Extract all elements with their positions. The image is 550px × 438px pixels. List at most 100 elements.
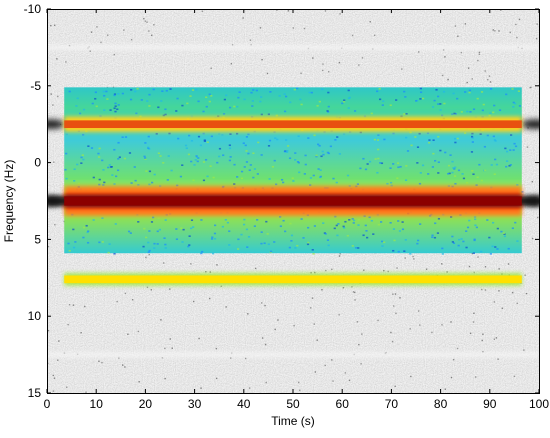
edge-artifact (521, 119, 539, 130)
overlay-speckle (426, 132, 430, 135)
speckle (482, 333, 484, 335)
overlay-speckle (336, 136, 339, 138)
overlay-speckle (146, 100, 149, 102)
overlay-speckle (378, 88, 381, 90)
speckle (249, 39, 252, 41)
overlay-speckle (312, 252, 315, 255)
overlay-speckle (113, 94, 116, 97)
overlay-speckle (418, 182, 422, 185)
overlay-speckle (252, 89, 255, 91)
speckle (482, 350, 484, 353)
speckle (394, 385, 396, 388)
overlay-speckle (275, 114, 278, 117)
overlay-speckle (256, 219, 259, 221)
speckle (310, 272, 312, 274)
overlay-speckle (222, 154, 225, 157)
overlay-speckle (386, 182, 389, 185)
speckle (338, 314, 340, 316)
overlay-speckle (260, 96, 263, 98)
overlay-speckle (76, 163, 79, 166)
speckle (85, 391, 87, 393)
speckle (52, 390, 55, 392)
overlay-speckle (240, 170, 244, 173)
speckle (130, 38, 133, 41)
overlay-speckle (283, 110, 287, 113)
overlay-speckle (250, 91, 253, 94)
overlay-speckle (279, 216, 282, 218)
overlay-speckle (152, 88, 155, 91)
y-tick-label: -5 (30, 79, 41, 93)
overlay-speckle (121, 92, 124, 95)
overlay-speckle (64, 168, 67, 171)
overlay-speckle (447, 172, 450, 175)
overlay-speckle (434, 222, 437, 225)
overlay-speckle (147, 251, 150, 253)
x-tick-label: 40 (237, 397, 251, 411)
overlay-speckle (98, 178, 101, 181)
overlay-speckle (240, 233, 243, 236)
speckle (515, 23, 517, 26)
overlay-speckle (164, 219, 167, 221)
overlay-speckle (218, 133, 221, 135)
y-axis: -10 -5 0 5 10 15 (24, 2, 539, 400)
edge-artifact (47, 119, 65, 130)
speckle (399, 297, 401, 299)
speckle (200, 387, 202, 389)
speckle (216, 264, 218, 266)
speckle (481, 339, 483, 342)
overlay-speckle (334, 139, 337, 141)
overlay-speckle (468, 91, 471, 94)
overlay-speckle (91, 102, 94, 105)
speckle (391, 340, 394, 343)
overlay-speckle (103, 181, 106, 184)
overlay-speckle (147, 135, 150, 138)
speckle (161, 357, 164, 359)
speckle (300, 72, 302, 74)
overlay-speckle (433, 99, 436, 102)
overlay-speckle (431, 236, 434, 239)
speckle (316, 339, 318, 341)
overlay-speckle (451, 171, 454, 174)
overlay-speckle (133, 166, 136, 168)
overlay-speckle (196, 160, 199, 163)
overlay-speckle (113, 107, 116, 110)
speckle (467, 67, 470, 69)
overlay-speckle (489, 253, 492, 255)
overlay-speckle (447, 185, 451, 187)
speckle (54, 224, 56, 226)
speckle (363, 269, 365, 271)
overlay-speckle (309, 177, 313, 179)
overlay-speckle (164, 247, 167, 249)
overlay-speckle (338, 153, 342, 155)
overlay-speckle (190, 139, 194, 142)
overlay-speckle (348, 131, 352, 133)
speckle (127, 333, 129, 336)
speckle (190, 263, 192, 265)
overlay-speckle (439, 103, 442, 105)
overlay-speckle (407, 184, 411, 187)
overlay-speckle (479, 133, 482, 135)
overlay-speckle (376, 171, 379, 174)
speckle (536, 23, 538, 25)
overlay-speckle (498, 109, 502, 112)
overlay-speckle (324, 233, 327, 235)
overlay-speckle (213, 237, 217, 240)
speckle (493, 301, 496, 303)
speckle (205, 271, 207, 273)
overlay-speckle (465, 246, 468, 249)
overlay-speckle (351, 218, 354, 220)
overlay-speckle (404, 179, 408, 181)
overlay-speckle (135, 112, 138, 115)
overlay-speckle (236, 176, 239, 178)
overlay-speckle (67, 242, 70, 245)
overlay-speckle (242, 223, 246, 226)
overlay-speckle (82, 158, 85, 161)
overlay-speckle (317, 143, 320, 146)
overlay-speckle (266, 233, 269, 235)
speckle (248, 387, 251, 389)
overlay-speckle (284, 95, 288, 98)
overlay-speckle (470, 151, 474, 153)
overlay-speckle (242, 142, 245, 145)
overlay-speckle (166, 179, 169, 181)
